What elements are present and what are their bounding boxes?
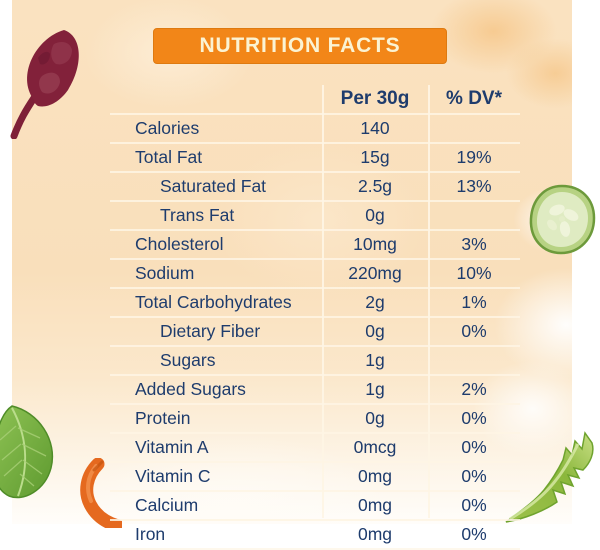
lettuce-leaf-icon bbox=[505, 431, 594, 523]
nutrient-amount: 0mg bbox=[357, 524, 393, 544]
nutrient-label: Total Fat bbox=[135, 147, 203, 167]
table-body: Calories 140 Total Fat 15g 19% Saturated… bbox=[110, 113, 520, 550]
nutrient-dv: 3% bbox=[461, 234, 487, 254]
nutrient-dv: 19% bbox=[456, 147, 492, 167]
table-row: Protein 0g 0% bbox=[110, 403, 520, 432]
watercolor-background bbox=[12, 0, 572, 524]
nutrient-label: Protein bbox=[135, 408, 191, 428]
nutrient-amount: 0mg bbox=[357, 466, 393, 486]
cucumber-slice-icon bbox=[529, 184, 596, 255]
nutrient-amount: 0g bbox=[365, 408, 385, 428]
nutrient-dv: 0% bbox=[461, 437, 487, 457]
nutrient-amount: 220mg bbox=[348, 263, 402, 283]
nutrient-label: Sugars bbox=[160, 350, 216, 370]
table-row: Vitamin C 0mg 0% bbox=[110, 461, 520, 490]
nutrient-amount: 15g bbox=[360, 147, 390, 167]
table-row: Added Sugars 1g 2% bbox=[110, 374, 520, 403]
nutrient-amount: 140 bbox=[360, 118, 390, 138]
table-row: Cholesterol 10mg 3% bbox=[110, 229, 520, 258]
table-row: Sodium 220mg 10% bbox=[110, 258, 520, 287]
column-header-amount: Per 30g bbox=[340, 88, 410, 109]
nutrient-dv: 0% bbox=[461, 408, 487, 428]
nutrient-amount: 2.5g bbox=[357, 176, 393, 196]
table-row: Calories 140 bbox=[110, 113, 520, 142]
column-divider bbox=[428, 85, 430, 518]
table-row: Total Fat 15g 19% bbox=[110, 142, 520, 171]
table-row: Trans Fat 0g bbox=[110, 200, 520, 229]
nutrient-dv: 0% bbox=[461, 321, 487, 341]
page-title: NUTRITION FACTS bbox=[199, 34, 401, 57]
nutrient-label: Calories bbox=[135, 118, 200, 138]
nutrient-label: Trans Fat bbox=[160, 205, 235, 225]
nutrient-amount: 0g bbox=[365, 321, 385, 341]
nutrition-table: Per 30g % DV* Calories 140 Total Fat 15g… bbox=[110, 85, 520, 550]
nutrient-label: Added Sugars bbox=[135, 379, 246, 399]
nutrient-label: Calcium bbox=[135, 495, 199, 515]
basil-leaf-icon bbox=[0, 405, 54, 499]
table-row: Calcium 0mg 0% bbox=[110, 490, 520, 519]
nutrient-dv: 0% bbox=[461, 466, 487, 486]
nutrient-amount: 0g bbox=[365, 205, 385, 225]
nutrient-amount: 0mg bbox=[357, 495, 393, 515]
title-banner: NUTRITION FACTS bbox=[153, 28, 447, 64]
table-row: Saturated Fat 2.5g 13% bbox=[110, 171, 520, 200]
nutrient-dv: 2% bbox=[461, 379, 487, 399]
nutrient-amount: 10mg bbox=[353, 234, 397, 254]
table-row: Sugars 1g bbox=[110, 345, 520, 374]
nutrient-amount: 2g bbox=[365, 292, 385, 312]
beet-leaf-icon bbox=[10, 30, 79, 139]
table-row: Vitamin A 0mcg 0% bbox=[110, 432, 520, 461]
carrot-piece-icon bbox=[80, 458, 122, 528]
nutrient-amount: 1g bbox=[365, 350, 385, 370]
nutrient-dv: 13% bbox=[456, 176, 492, 196]
nutrient-dv: 0% bbox=[461, 524, 487, 544]
nutrient-amount: 1g bbox=[365, 379, 385, 399]
nutrient-label: Saturated Fat bbox=[160, 176, 267, 196]
nutrient-dv: 10% bbox=[456, 263, 492, 283]
nutrient-amount: 0mcg bbox=[353, 437, 397, 457]
nutrient-dv: 0% bbox=[461, 495, 487, 515]
nutrient-label: Iron bbox=[135, 524, 166, 544]
nutrient-dv: 1% bbox=[461, 292, 487, 312]
nutrient-label: Cholesterol bbox=[135, 234, 224, 254]
table-header-row: Per 30g % DV* bbox=[110, 85, 520, 113]
column-header-dv: % DV* bbox=[446, 88, 502, 109]
nutrient-label: Total Carbohydrates bbox=[135, 292, 292, 312]
nutrient-label: Vitamin A bbox=[135, 437, 209, 457]
nutrient-label: Vitamin C bbox=[135, 466, 211, 486]
table-row: Total Carbohydrates 2g 1% bbox=[110, 287, 520, 316]
table-row: Dietary Fiber 0g 0% bbox=[110, 316, 520, 345]
column-divider bbox=[322, 85, 324, 518]
nutrient-label: Dietary Fiber bbox=[160, 321, 261, 341]
nutrient-label: Sodium bbox=[135, 263, 195, 283]
